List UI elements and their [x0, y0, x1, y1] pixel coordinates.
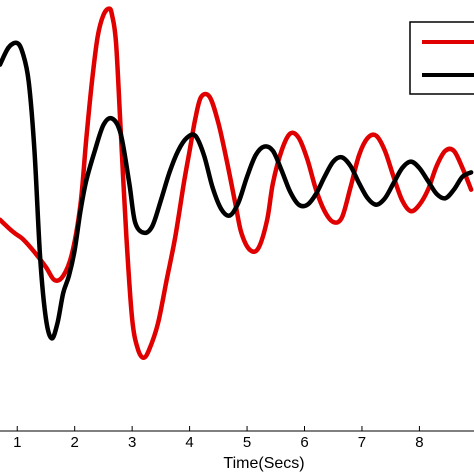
x-tick-label: 1: [13, 434, 21, 451]
x-tick-label: 5: [243, 434, 251, 451]
legend-box: [409, 21, 474, 95]
x-tick-label: 4: [185, 434, 193, 451]
x-ticks: 1 2 3 4 5 6 7 8: [13, 426, 424, 451]
legend: [409, 21, 474, 95]
x-tick-label: 3: [128, 434, 136, 451]
x-axis-label: Time(Secs): [223, 455, 304, 472]
series-line-1: [0, 6, 474, 360]
x-tick-label: 7: [358, 434, 366, 451]
x-tick-label: 8: [415, 434, 423, 451]
x-tick-label: 2: [71, 434, 79, 451]
series-lines: [0, 6, 474, 360]
series-line-2: [0, 40, 474, 341]
x-tick-label: 6: [300, 434, 308, 451]
